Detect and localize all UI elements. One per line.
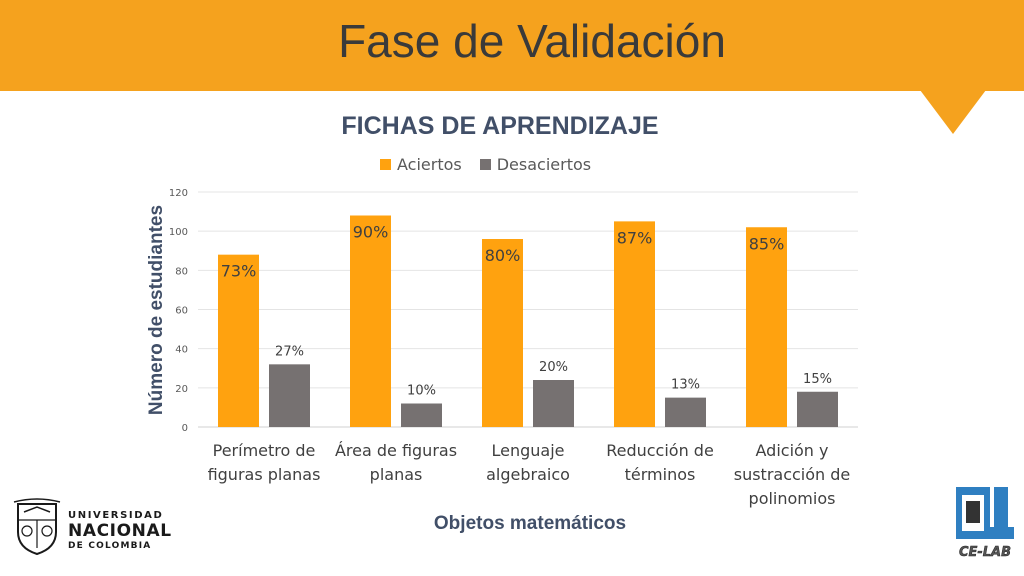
x-tick-label-line: figuras planas [207, 465, 321, 484]
x-tick-label-line: Reducción de [606, 441, 714, 460]
bar-desaciertos-2 [533, 380, 574, 427]
y-tick-label-0: 0 [182, 423, 188, 434]
legend-item-desaciertos: Desaciertos [479, 154, 592, 174]
bar-desaciertos-3 [665, 397, 706, 427]
x-tick-label-line: Área de figuras [334, 441, 458, 460]
bar-desaciertos-4 [797, 391, 838, 427]
bar-aciertos-3 [614, 221, 655, 427]
x-tick-label-line: términos [624, 465, 696, 484]
celab-text: CE-LAB [959, 545, 1011, 560]
bar-aciertos-0 [218, 254, 259, 427]
legend-label-aciertos: Aciertos [397, 154, 462, 174]
data-label-desaciertos-3: 13% [671, 378, 700, 393]
y-tick-label-40: 40 [175, 345, 188, 356]
data-label-aciertos-2: 80% [485, 246, 521, 265]
x-axis-label: Objetos matemáticos [433, 513, 627, 534]
x-tick-label-line: polinomios [748, 489, 836, 508]
data-label-desaciertos-0: 27% [275, 344, 304, 359]
x-tick-label-line: Lenguaje [491, 441, 565, 460]
unal-logo: UNIVERSIDAD NACIONAL DE COLOMBIA [12, 496, 182, 560]
legend-label-desaciertos: Desaciertos [496, 154, 592, 174]
header-arrow-decoration [920, 90, 986, 134]
x-tick-label-2: Lenguaje algebraico [465, 439, 591, 487]
legend-item-aciertos: Aciertos [380, 155, 462, 174]
celab-logo: CE-LAB [956, 487, 1014, 560]
data-label-aciertos-1: 90% [353, 223, 389, 242]
x-tick-label-line: planas [369, 465, 423, 484]
bar-desaciertos-1 [401, 403, 442, 427]
y-tick-label-80: 80 [175, 266, 188, 277]
x-tick-label-line: sustracción de [733, 465, 851, 484]
legend-swatch-aciertos [380, 158, 391, 170]
data-label-desaciertos-2: 20% [539, 360, 568, 375]
y-tick-label-20: 20 [175, 384, 188, 395]
y-tick-label-60: 60 [175, 306, 188, 317]
unal-seal-icon [13, 498, 61, 556]
chart-title: FICHAS DE APRENDIZAJE [341, 112, 659, 140]
unal-line1: UNIVERSIDAD [68, 510, 164, 521]
x-tick-label-line: Perímetro de [212, 441, 316, 460]
header-bar [0, 0, 1024, 91]
bar-aciertos-4 [746, 227, 787, 427]
y-tick-label-120: 120 [169, 188, 188, 199]
bar-aciertos-1 [350, 215, 391, 427]
x-tick-label-0: Perímetro de figuras planas [201, 439, 327, 487]
unal-line3: DE COLOMBIA [68, 541, 152, 551]
data-label-desaciertos-4: 15% [803, 372, 832, 387]
x-tick-label-1: Área de figuras planas [333, 439, 459, 487]
data-label-desaciertos-1: 10% [407, 384, 436, 399]
y-tick-label-100: 100 [169, 227, 188, 238]
bar-desaciertos-0 [269, 364, 310, 427]
data-label-aciertos-0: 73% [221, 262, 257, 281]
unal-wordmark: UNIVERSIDAD NACIONAL DE COLOMBIA [68, 510, 172, 551]
slide-title: Fase de Validación [338, 15, 726, 67]
bar-aciertos-2 [482, 239, 523, 427]
legend-swatch-desaciertos [479, 158, 491, 170]
unal-line2: NACIONAL [68, 521, 172, 541]
chart-legend: Aciertos Desaciertos [380, 153, 591, 175]
x-tick-label-line: algebraico [486, 465, 570, 484]
x-tick-label-3: Reducción de términos [597, 439, 723, 487]
x-tick-label-4: Adición y sustracción de polinomios [729, 439, 855, 511]
data-label-aciertos-4: 85% [749, 234, 785, 253]
data-label-aciertos-3: 87% [617, 228, 653, 247]
x-tick-label-line: Adición y [755, 441, 829, 460]
